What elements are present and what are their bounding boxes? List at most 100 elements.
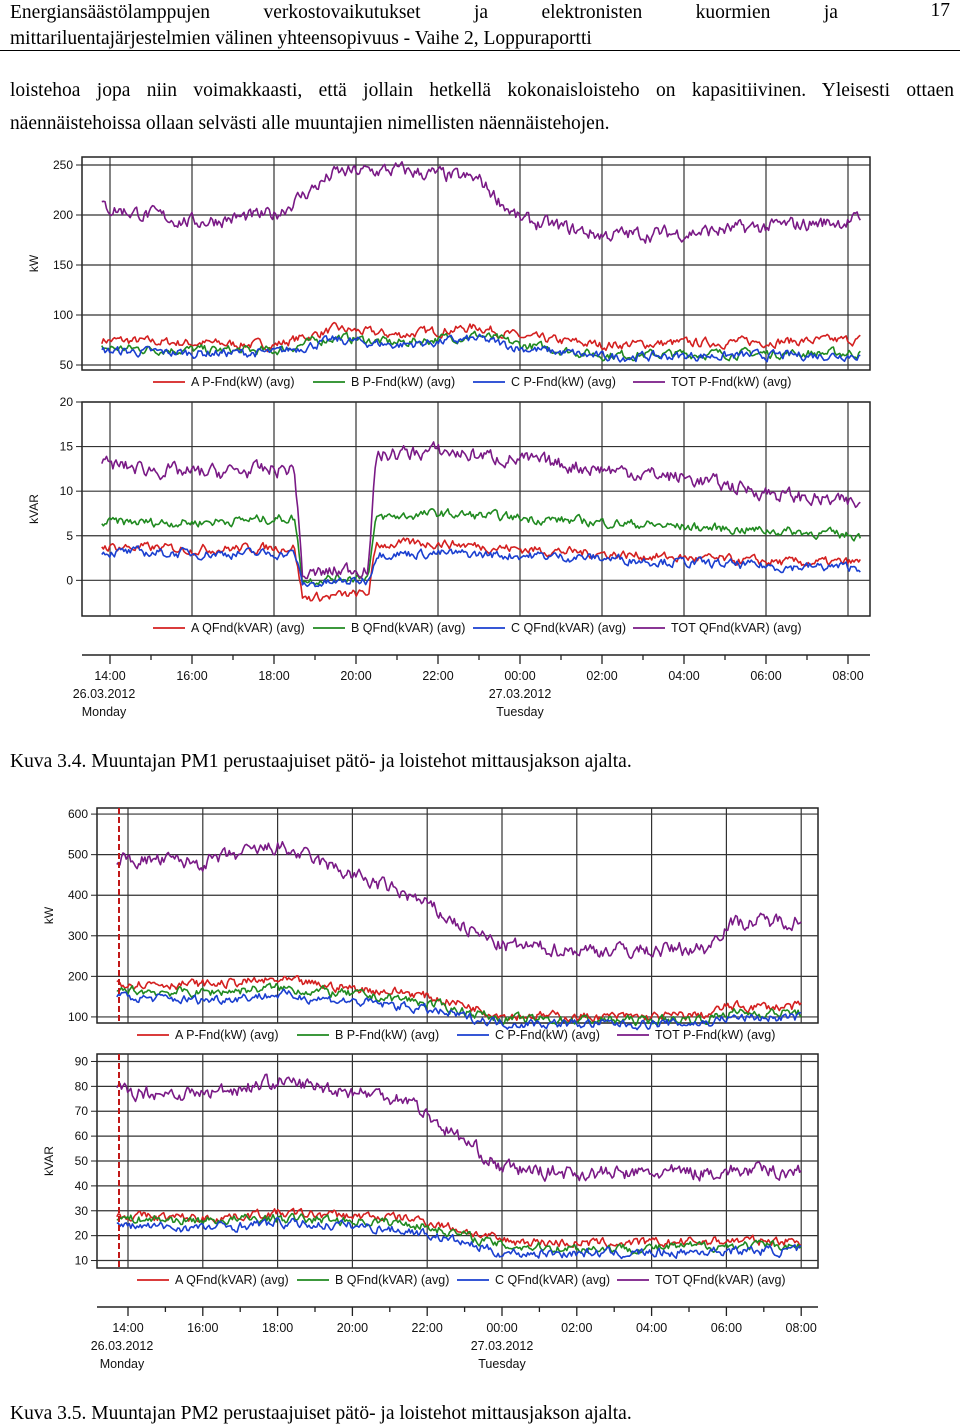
header-word: verkostovaikutukset	[263, 2, 421, 23]
series-line-tot	[116, 841, 802, 960]
y-tick-label: 50	[60, 358, 74, 372]
plot-frame	[81, 401, 871, 617]
y-tick-label: 200	[53, 208, 73, 222]
legend-entry: B P-Fnd(kW) (avg)	[335, 1028, 439, 1042]
y-tick-label: 60	[75, 1129, 89, 1143]
time-tick-label: 02:00	[586, 669, 617, 683]
plot-frame	[96, 807, 819, 1024]
time-tick-label: 02:00	[561, 1321, 592, 1335]
time-tick-label: 22:00	[412, 1321, 443, 1335]
header-word: elektronisten	[541, 2, 643, 23]
header-title-line2: mittariluentajärjestelmien välinen yhtee…	[10, 28, 592, 49]
time-tick-label: 00:00	[486, 1321, 517, 1335]
y-tick-label: 10	[60, 484, 74, 498]
figure-caption-3-5: Kuva 3.5. Muuntajan PM2 perustaajuiset p…	[10, 1403, 632, 1424]
y-tick-label: 100	[68, 1010, 88, 1024]
y-tick-label: 50	[75, 1154, 89, 1168]
legend-entry: A P-Fnd(kW) (avg)	[175, 1028, 279, 1042]
y-tick-label: 200	[68, 969, 88, 983]
legend-entry: TOT QFnd(kVAR) (avg)	[671, 621, 802, 635]
series-line-c	[116, 1216, 802, 1260]
time-axis-day: Tuesday	[496, 705, 544, 719]
legend-entry: B QFnd(kVAR) (avg)	[335, 1273, 449, 1287]
running-header: Energiansäästölamppujen verkostovaikutuk…	[10, 0, 950, 52]
y-axis-label: kW	[27, 254, 41, 272]
legend-entry: C P-Fnd(kW) (avg)	[495, 1028, 600, 1042]
time-tick-label: 18:00	[258, 669, 289, 683]
y-tick-label: 20	[75, 1229, 89, 1243]
time-tick-label: 22:00	[422, 669, 453, 683]
header-rule	[0, 50, 960, 51]
y-tick-label: 0	[66, 573, 73, 587]
time-tick-label: 20:00	[337, 1321, 368, 1335]
header-word: ja	[473, 2, 489, 23]
legend-entry: C P-Fnd(kW) (avg)	[511, 375, 616, 389]
legend-entry: A QFnd(kVAR) (avg)	[191, 621, 305, 635]
y-tick-label: 10	[75, 1254, 89, 1268]
time-tick-label: 08:00	[832, 669, 863, 683]
y-tick-label: 250	[53, 158, 73, 172]
y-axis-label: kVAR	[27, 494, 41, 524]
legend-entry: TOT P-Fnd(kW) (avg)	[655, 1028, 775, 1042]
header-word: kuormien	[695, 2, 771, 23]
time-tick-label: 18:00	[262, 1321, 293, 1335]
series-line-tot	[116, 1073, 802, 1182]
legend-entry: TOT QFnd(kVAR) (avg)	[655, 1273, 786, 1287]
y-tick-label: 15	[60, 440, 74, 454]
time-tick-label: 06:00	[711, 1321, 742, 1335]
series-line-tot	[101, 161, 861, 244]
series-line-b	[116, 1212, 802, 1255]
y-tick-label: 600	[68, 807, 88, 821]
time-axis-day: Tuesday	[478, 1357, 526, 1371]
series-line-c	[101, 333, 861, 363]
y-tick-label: 300	[68, 929, 88, 943]
legend-entry: A QFnd(kVAR) (avg)	[175, 1273, 289, 1287]
series-line-b	[101, 508, 862, 586]
y-tick-label: 150	[53, 258, 73, 272]
y-tick-label: 40	[75, 1179, 89, 1193]
series-line-c	[116, 988, 802, 1031]
plot-frame	[81, 156, 871, 371]
y-tick-label: 20	[60, 395, 74, 409]
time-tick-label: 06:00	[750, 669, 781, 683]
time-tick-label: 14:00	[112, 1321, 143, 1335]
header-word: Energiansäästölamppujen	[10, 2, 210, 23]
header-title-line1: Energiansäästölamppujen verkostovaikutuk…	[10, 0, 838, 26]
time-tick-label: 16:00	[187, 1321, 218, 1335]
series-line-a	[116, 1207, 802, 1249]
y-tick-label: 90	[75, 1054, 89, 1068]
figure-pm2-chart: 100 200 300 400 500 600 kW A P-Fnd(kW) (avg) B P…	[42, 807, 819, 1371]
time-axis-date: 27.03.2012	[489, 687, 552, 701]
time-tick-label: 04:00	[668, 669, 699, 683]
legend-entry: A P-Fnd(kW) (avg)	[191, 375, 295, 389]
body-paragraph: loistehoa jopa niin voimakkaasti, että j…	[10, 80, 954, 134]
time-tick-label: 04:00	[636, 1321, 667, 1335]
time-axis-date: 27.03.2012	[471, 1339, 534, 1353]
time-axis-date: 26.03.2012	[91, 1339, 154, 1353]
y-axis-label: kW	[42, 906, 56, 924]
time-tick-label: 00:00	[504, 669, 535, 683]
series-line-c	[101, 545, 861, 588]
header-word: ja	[823, 2, 838, 23]
legend-entry: B QFnd(kVAR) (avg)	[351, 621, 465, 635]
y-tick-label: 100	[53, 308, 73, 322]
time-tick-label: 20:00	[340, 669, 371, 683]
y-tick-label: 500	[68, 848, 88, 862]
figure-caption-3-4: Kuva 3.4. Muuntajan PM1 perustaajuiset p…	[10, 751, 632, 772]
y-tick-label: 70	[75, 1104, 89, 1118]
y-tick-label: 30	[75, 1204, 89, 1218]
legend-entry: C QFnd(kVAR) (avg)	[495, 1273, 610, 1287]
series-line-tot	[101, 441, 861, 580]
y-axis-label: kVAR	[42, 1146, 56, 1176]
y-tick-label: 80	[75, 1079, 89, 1093]
legend-entry: TOT P-Fnd(kW) (avg)	[671, 375, 791, 389]
time-axis-day: Monday	[100, 1357, 145, 1371]
time-axis-date: 26.03.2012	[73, 687, 136, 701]
series-line-a	[101, 321, 861, 353]
time-tick-label: 16:00	[176, 669, 207, 683]
y-tick-label: 400	[68, 888, 88, 902]
legend-entry: C QFnd(kVAR) (avg)	[511, 621, 626, 635]
time-tick-label: 14:00	[94, 669, 125, 683]
time-tick-label: 08:00	[786, 1321, 817, 1335]
